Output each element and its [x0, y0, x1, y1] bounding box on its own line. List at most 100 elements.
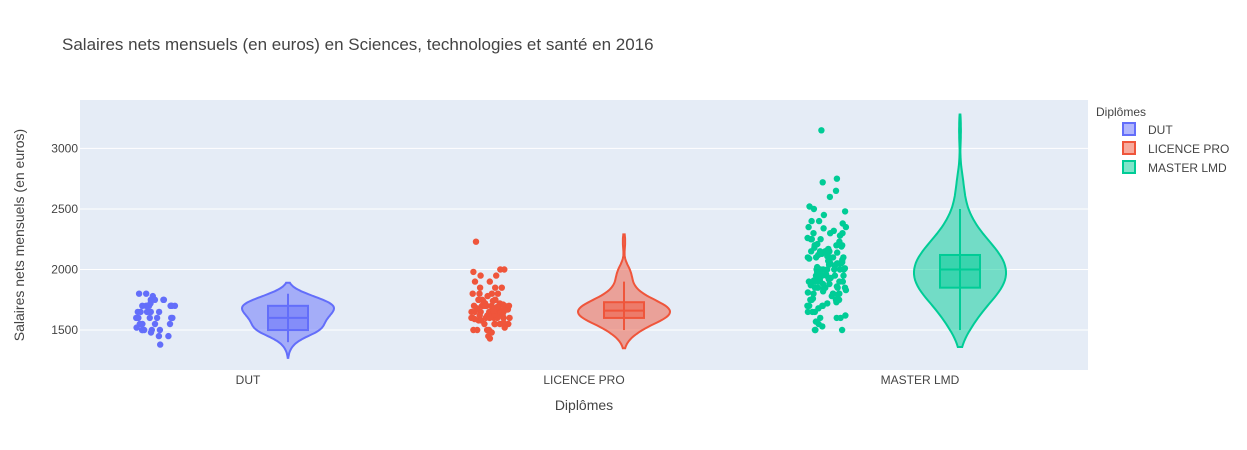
data-point: [826, 193, 834, 201]
data-point: [155, 332, 163, 340]
data-point: [500, 319, 507, 326]
data-point: [809, 295, 817, 302]
data-point: [151, 320, 159, 328]
data-point: [471, 315, 478, 323]
data-point: [820, 225, 827, 232]
data-point: [819, 179, 826, 186]
data-point: [826, 280, 833, 288]
data-point: [841, 208, 849, 215]
data-point: [133, 324, 140, 331]
data-point: [168, 314, 175, 322]
data-point: [810, 230, 817, 237]
data-point: [476, 290, 483, 297]
data-point: [493, 272, 500, 279]
data-point: [486, 278, 493, 285]
data-point: [842, 223, 850, 231]
data-point: [830, 227, 837, 234]
data-point: [147, 329, 155, 336]
legend-swatch-1: [1122, 141, 1136, 155]
data-point: [818, 250, 825, 257]
y-axis-title: Salaires nets mensuels (en euros): [11, 129, 27, 341]
plot-area: [80, 100, 1088, 370]
data-point: [834, 291, 841, 299]
data-point: [836, 238, 843, 245]
data-point: [827, 274, 834, 282]
data-point: [810, 277, 818, 284]
data-point: [820, 285, 827, 293]
legend-title: Diplômes: [1096, 105, 1146, 119]
legend-label: MASTER LMD: [1148, 161, 1227, 175]
data-point: [818, 127, 825, 134]
y-tick-label: 3000: [51, 141, 78, 155]
data-point: [149, 292, 156, 300]
data-point: [804, 234, 811, 242]
data-point: [138, 326, 146, 334]
data-point: [165, 332, 172, 340]
data-point: [135, 290, 143, 297]
data-point: [497, 266, 504, 273]
y-tick-label: 2500: [51, 202, 78, 216]
data-point: [825, 245, 832, 253]
data-point: [808, 217, 815, 225]
data-point: [486, 335, 494, 342]
data-point: [833, 299, 840, 306]
violins: [240, 113, 1007, 359]
data-point: [804, 289, 812, 296]
data-point: [814, 240, 821, 248]
gridlines: [80, 147, 1088, 331]
data-point: [135, 314, 142, 322]
data-point: [837, 314, 844, 322]
box-2: [939, 253, 981, 289]
x-axis-title: Diplômes: [555, 397, 613, 413]
data-point: [840, 272, 847, 279]
y-axis: 1500 2000 2500 3000: [51, 141, 78, 337]
y-tick-label: 2000: [51, 263, 78, 277]
data-point: [490, 307, 497, 314]
data-point: [838, 243, 845, 250]
legend-swatch-2: [1122, 160, 1136, 174]
data-point: [836, 278, 843, 285]
data-point: [839, 256, 846, 263]
data-point: [147, 300, 154, 307]
data-point: [810, 290, 817, 297]
legend-label: LICENCE PRO: [1148, 142, 1229, 156]
data-point: [833, 175, 841, 182]
data-point: [811, 326, 819, 334]
x-tick-label: DUT: [236, 373, 261, 387]
x-tick-label: LICENCE PRO: [543, 373, 624, 387]
data-point: [500, 301, 507, 308]
data-point: [501, 324, 508, 331]
data-point: [139, 320, 146, 328]
data-point: [824, 253, 831, 260]
data-point: [137, 308, 144, 316]
data-point: [833, 283, 841, 290]
data-point: [166, 320, 174, 328]
data-point: [146, 308, 153, 316]
data-point: [506, 314, 513, 322]
x-axis: DUT LICENCE PRO MASTER LMD: [236, 373, 960, 387]
data-point: [820, 211, 828, 219]
data-point: [836, 232, 844, 239]
data-point: [153, 314, 161, 322]
legend-swatch-0: [1122, 122, 1136, 136]
data-point: [146, 314, 153, 322]
data-point: [807, 282, 814, 289]
data-point: [817, 314, 824, 322]
data-point: [474, 305, 481, 312]
data-point: [157, 341, 164, 348]
data-point: [815, 305, 822, 312]
chart-title: Salaires nets mensuels (en euros) en Sci…: [62, 35, 654, 54]
data-point: [488, 302, 495, 309]
data-point: [474, 326, 481, 334]
data-point: [832, 187, 840, 194]
data-point: [471, 278, 479, 285]
data-point: [143, 290, 150, 297]
legend: Diplômes DUT LICENCE PRO MASTER LMD: [1096, 105, 1229, 175]
data-point: [156, 326, 164, 334]
data-point: [505, 302, 513, 309]
data-point: [160, 296, 167, 303]
data-point: [492, 284, 499, 291]
data-point: [805, 223, 812, 231]
data-point: [819, 323, 826, 330]
